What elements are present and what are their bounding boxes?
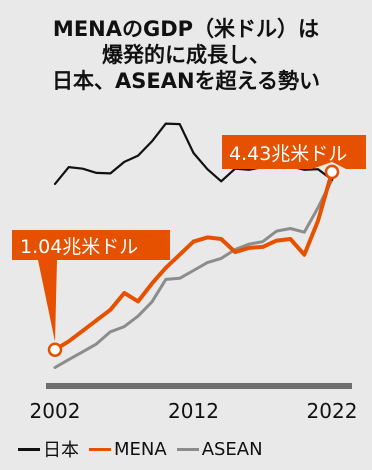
series-line-mena: [53, 169, 334, 352]
legend-label-japan: 日本: [43, 440, 79, 461]
legend-swatch-mena: [89, 447, 111, 451]
legend-item-japan: 日本: [18, 436, 79, 462]
title-line-1: MENAのGDP（米ドル）は: [52, 17, 320, 41]
legend-item-asean: ASEAN: [176, 438, 263, 460]
callout-box-end: [222, 135, 366, 169]
legend-swatch-asean: [176, 447, 199, 451]
legend-label-mena: MENA: [114, 438, 167, 460]
marker-end: [324, 164, 340, 180]
title-line-3: 日本、ASEANを超える勢い: [52, 69, 320, 93]
series-line-asean: [53, 178, 334, 369]
legend-swatch-japan: [18, 447, 40, 451]
chart-title: MENAのGDP（米ドル）は 爆発的に成長し、 日本、ASEANを超える勢い: [0, 16, 372, 94]
line-chart: 1.04兆米ドル 4.43兆米ドル 2002 2012 2022: [12, 122, 366, 423]
marker-start: [47, 342, 63, 357]
tick-layer: 2002 2012 2022: [30, 399, 358, 423]
x-tick-label-2012: 2012: [168, 399, 219, 423]
x-tick-label-2002: 2002: [30, 399, 81, 423]
callout-layer: 1.04兆米ドル 4.43兆米ドル: [12, 135, 366, 357]
legend-item-mena: MENA: [89, 439, 167, 460]
x-tick-label-2022: 2022: [307, 399, 358, 423]
callout-label-end: 4.43兆米ドル: [229, 143, 347, 165]
legend: 日本 MENA ASEAN: [18, 436, 368, 462]
callout-box-start: [12, 230, 170, 342]
legend-label-asean: ASEAN: [201, 438, 263, 460]
callout-label-start: 1.04兆米ドル: [20, 236, 138, 258]
title-line-2: 爆発的に成長し、: [102, 43, 270, 67]
